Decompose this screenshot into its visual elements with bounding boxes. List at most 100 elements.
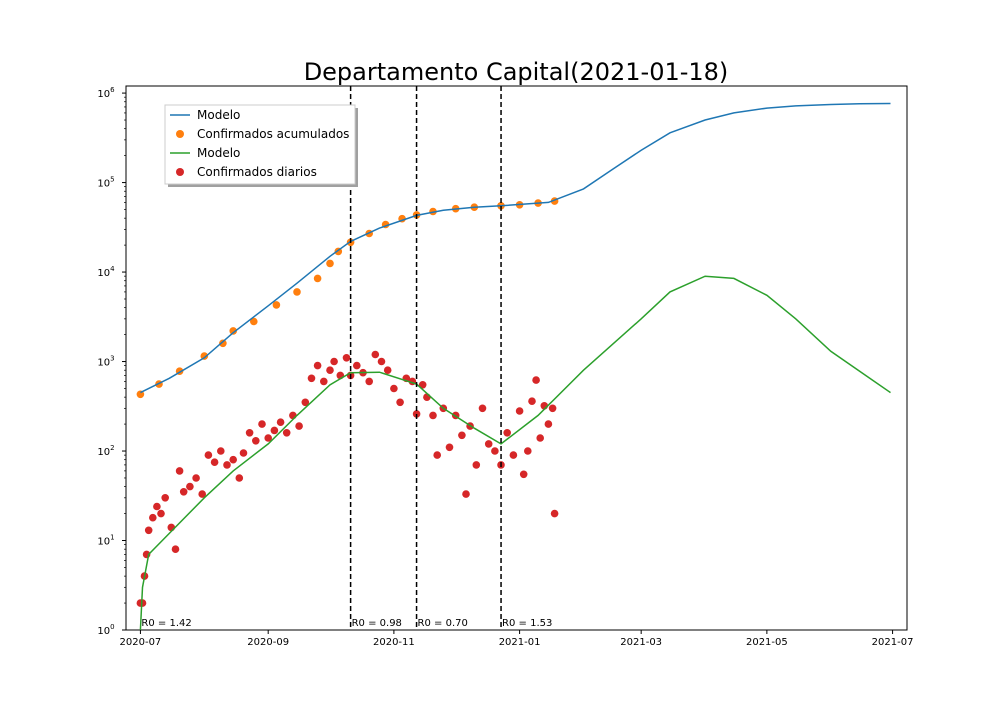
data-point <box>445 443 454 452</box>
data-point <box>423 393 431 402</box>
y-tick-label: 101 <box>97 534 114 548</box>
x-tick-label: 2021-07 <box>872 637 914 648</box>
data-point <box>515 407 524 415</box>
x-tick-label: 2020-07 <box>120 637 162 648</box>
data-point <box>229 327 237 335</box>
data-point <box>245 429 254 437</box>
data-point <box>396 398 404 407</box>
x-tick-label: 2020-11 <box>373 637 415 648</box>
data-point <box>276 418 285 427</box>
data-point <box>330 357 338 366</box>
data-point <box>390 384 398 393</box>
data-point <box>342 354 351 362</box>
data-point <box>171 545 180 553</box>
data-point <box>200 352 209 360</box>
data-point <box>229 455 237 464</box>
legend: Modelo Confirmados acumulados Modelo Confir… <box>164 104 358 187</box>
data-point <box>524 447 532 455</box>
data-point <box>519 470 528 479</box>
y-tick-label: 106 <box>97 86 115 100</box>
data-point <box>250 317 258 326</box>
data-point <box>536 434 544 442</box>
data-point <box>153 502 161 511</box>
data-point <box>295 422 303 430</box>
data-point <box>149 513 157 522</box>
data-point <box>313 274 322 283</box>
data-point <box>484 440 493 448</box>
data-point <box>544 420 553 428</box>
data-point <box>204 451 213 459</box>
data-point <box>186 482 194 491</box>
data-point <box>192 474 200 482</box>
data-point <box>412 410 421 418</box>
r0-label: R0 = 0.70 <box>418 618 468 629</box>
data-point <box>503 429 512 437</box>
data-point <box>198 490 206 498</box>
data-point <box>353 361 361 370</box>
series-line-2 <box>139 275 891 631</box>
r0-label: R0 = 0.98 <box>352 618 402 629</box>
data-point <box>429 207 437 216</box>
data-point <box>301 398 310 407</box>
data-point <box>458 431 466 440</box>
data-point <box>320 377 328 386</box>
y-axis: 100 101 102 103 104 105 106 <box>97 86 126 637</box>
legend-dot-marker <box>176 130 184 138</box>
data-point <box>264 434 273 442</box>
data-point <box>270 426 279 435</box>
plot-area <box>125 85 908 631</box>
legend-dot-marker <box>176 168 184 176</box>
series-line-0 <box>140 102 891 394</box>
x-axis: 2020-07 2020-09 2020-11 2021-01 2021-03 2021-… <box>120 630 914 648</box>
legend-label: Confirmados diarios <box>197 165 317 179</box>
data-point <box>217 447 225 455</box>
y-tick-label: 103 <box>97 355 114 369</box>
data-point <box>272 301 281 309</box>
data-point <box>429 411 437 420</box>
series-layer <box>136 102 891 631</box>
data-point <box>223 461 231 469</box>
data-point <box>528 397 536 406</box>
legend-box <box>164 104 356 185</box>
chart-title: Departamento Capital(2021-01-18) <box>304 58 729 86</box>
data-point <box>478 404 487 413</box>
data-point <box>157 509 165 518</box>
data-point <box>307 374 316 383</box>
y-tick-label: 102 <box>97 444 114 458</box>
data-point <box>293 288 301 296</box>
x-tick-label: 2021-03 <box>620 637 662 648</box>
data-point <box>532 376 540 384</box>
legend-label: Confirmados acumulados <box>197 127 349 141</box>
data-point <box>550 509 559 518</box>
data-point <box>144 526 153 535</box>
data-point <box>210 458 219 467</box>
data-point <box>548 404 557 413</box>
data-point <box>418 381 427 389</box>
x-tick-label: 2020-09 <box>247 637 289 648</box>
data-point <box>462 490 470 498</box>
r0-label: R0 = 1.53 <box>502 618 552 629</box>
y-tick-label: 100 <box>97 623 114 637</box>
data-point <box>239 449 248 457</box>
data-point <box>365 377 374 386</box>
data-point <box>175 467 184 475</box>
x-tick-label: 2021-05 <box>746 637 788 648</box>
data-point <box>509 451 518 459</box>
x-tick-label: 2021-01 <box>499 637 541 648</box>
data-point <box>377 357 386 366</box>
data-point <box>179 488 188 496</box>
data-point <box>252 437 260 445</box>
data-point <box>235 474 244 482</box>
data-point <box>326 259 334 268</box>
r0-label: R0 = 1.42 <box>141 618 191 629</box>
data-point <box>433 451 442 459</box>
y-tick-label: 104 <box>97 265 115 279</box>
data-point <box>491 447 499 455</box>
data-point <box>219 339 227 348</box>
data-point <box>138 599 147 607</box>
data-point <box>383 366 392 375</box>
y-tick-label: 105 <box>97 176 114 190</box>
data-point <box>313 361 322 370</box>
data-point <box>289 411 297 420</box>
